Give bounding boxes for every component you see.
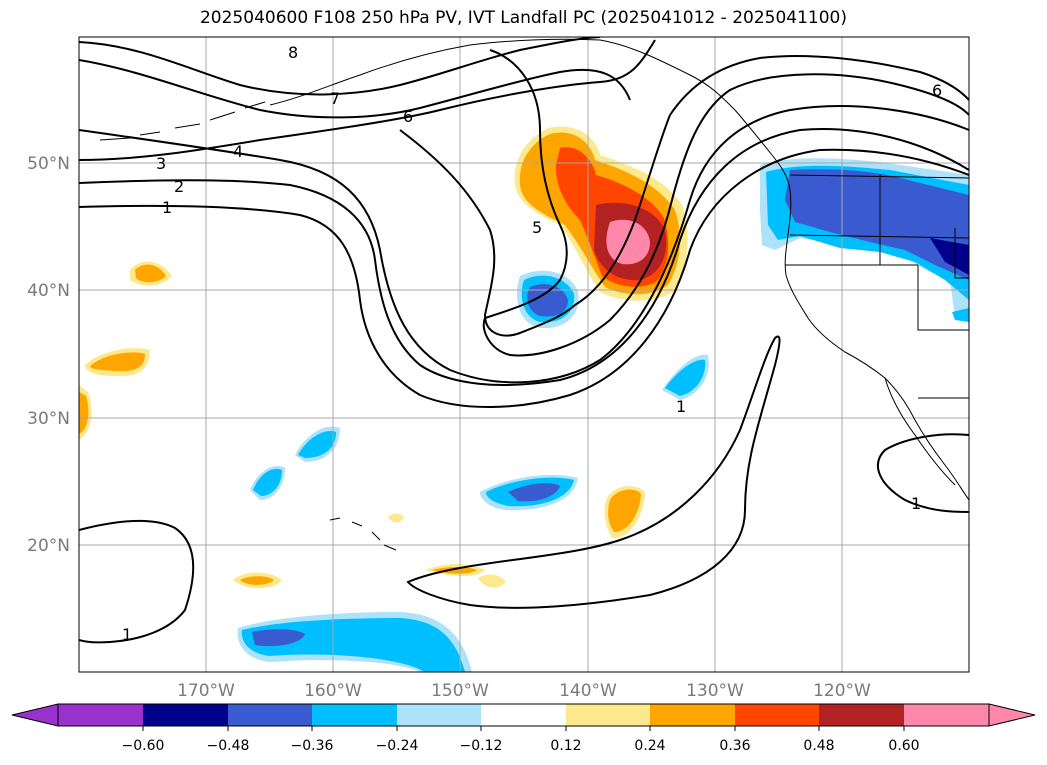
lon-tick-label: 170°W (177, 681, 235, 701)
shading-layer (79, 126, 969, 672)
contour-label: 1 (162, 198, 172, 217)
north-america-coastline (771, 154, 969, 501)
contour-label: 7 (330, 89, 340, 108)
contour-label: 1 (676, 397, 686, 416)
colorbar-segment (397, 704, 481, 726)
colorbar-tick-label: 0.12 (550, 738, 581, 754)
negative-shading-small (952, 308, 969, 322)
colorbar-extend-min (11, 703, 59, 727)
lon-tick-label: 120°W (813, 681, 871, 701)
colorbar-tick-label: 0.60 (888, 738, 919, 754)
lon-tick-labels: 170°W 160°W 150°W 140°W 130°W 120°W (177, 681, 871, 701)
negative-shading-small (253, 468, 282, 496)
colorbar: −0.60 −0.48 −0.36 −0.24 −0.12 0.12 0.24 … (11, 703, 1036, 754)
contour-line (79, 37, 601, 96)
negative-shading-westcoast (930, 238, 969, 275)
positive-shading-gulf (606, 219, 650, 265)
colorbar-segment (904, 704, 989, 726)
map-frame (78, 36, 970, 673)
hawaiian-islands (329, 517, 397, 551)
contour-line (79, 105, 969, 384)
lat-tick-labels: 50°N 40°N 30°N 20°N (27, 154, 70, 556)
positive-shading-small (608, 489, 641, 532)
contour-line (399, 54, 969, 337)
colorbar-tick-label: −0.60 (122, 738, 165, 754)
lon-tick-label: 140°W (559, 681, 617, 701)
contour-label: 5 (532, 218, 542, 237)
contour-line (79, 39, 656, 161)
colorbar-tick-label: 0.36 (719, 738, 750, 754)
lon-tick-label: 150°W (431, 681, 489, 701)
positive-shading-small (478, 574, 506, 588)
contour-label: 6 (932, 81, 942, 100)
aleutian-islands (99, 101, 266, 141)
colorbar-tick-label: −0.36 (291, 738, 334, 754)
state-borders (785, 175, 969, 399)
contour-label: 1 (122, 625, 132, 644)
pv-contours (79, 37, 969, 644)
lat-tick-label: 20°N (27, 536, 70, 556)
positive-shading-small (90, 352, 145, 372)
contour-line (79, 148, 969, 408)
contour-labels: 8 7 6 4 3 2 1 5 1 1 1 6 (122, 43, 942, 644)
colorbar-segment (481, 704, 566, 726)
colorbar-segment (312, 704, 397, 726)
contour-line (79, 519, 195, 644)
colorbar-segment (735, 704, 819, 726)
contour-label: 1 (911, 494, 921, 513)
colorbar-segment (228, 704, 312, 726)
colorbar-segment (566, 704, 650, 726)
positive-shading-small (388, 513, 404, 523)
colorbar-segment (819, 704, 904, 726)
negative-shading-small (508, 483, 560, 502)
contour-line (79, 128, 969, 386)
positive-shading-small (135, 264, 166, 283)
contour-label: 6 (403, 107, 413, 126)
colorbar-segment (143, 704, 228, 726)
contour-label: 3 (156, 154, 166, 173)
negative-shading-westcoast (785, 169, 969, 280)
positive-shading-small (79, 392, 89, 434)
map-title: 2025040600 F108 250 hPa PV, IVT Landfall… (199, 8, 847, 28)
lat-tick-label: 30°N (27, 409, 70, 429)
colorbar-segment (58, 704, 143, 726)
contour-label: 2 (174, 177, 184, 196)
colorbar-tick-label: 0.24 (634, 738, 665, 754)
contour-label: 8 (288, 43, 298, 62)
alaska-coastline (269, 38, 773, 156)
colorbar-tick-label: 0.48 (803, 738, 834, 754)
negative-shading-small (665, 359, 706, 396)
baja-california (884, 377, 956, 486)
colorbar-tick-label: −0.24 (376, 738, 419, 754)
lon-tick-label: 160°W (304, 681, 362, 701)
gridlines (79, 37, 969, 672)
lon-tick-label: 130°W (686, 681, 744, 701)
contour-label: 4 (233, 142, 243, 161)
lat-tick-label: 40°N (27, 281, 70, 301)
colorbar-segment (650, 704, 735, 726)
colorbar-frame (57, 703, 990, 727)
negative-shading-small (252, 629, 305, 647)
negative-shading-cutoff (527, 284, 568, 317)
contour-line (482, 49, 969, 357)
positive-shading-small (240, 576, 274, 585)
colorbar-extend-max (988, 703, 1036, 727)
contour-line (79, 59, 631, 119)
contour-line (876, 433, 969, 513)
contour-line (406, 335, 781, 609)
colorbar-tick-label: −0.48 (207, 738, 250, 754)
colorbar-tick-label: −0.12 (460, 738, 503, 754)
lat-tick-label: 50°N (27, 154, 70, 174)
negative-shading-small (298, 431, 336, 458)
